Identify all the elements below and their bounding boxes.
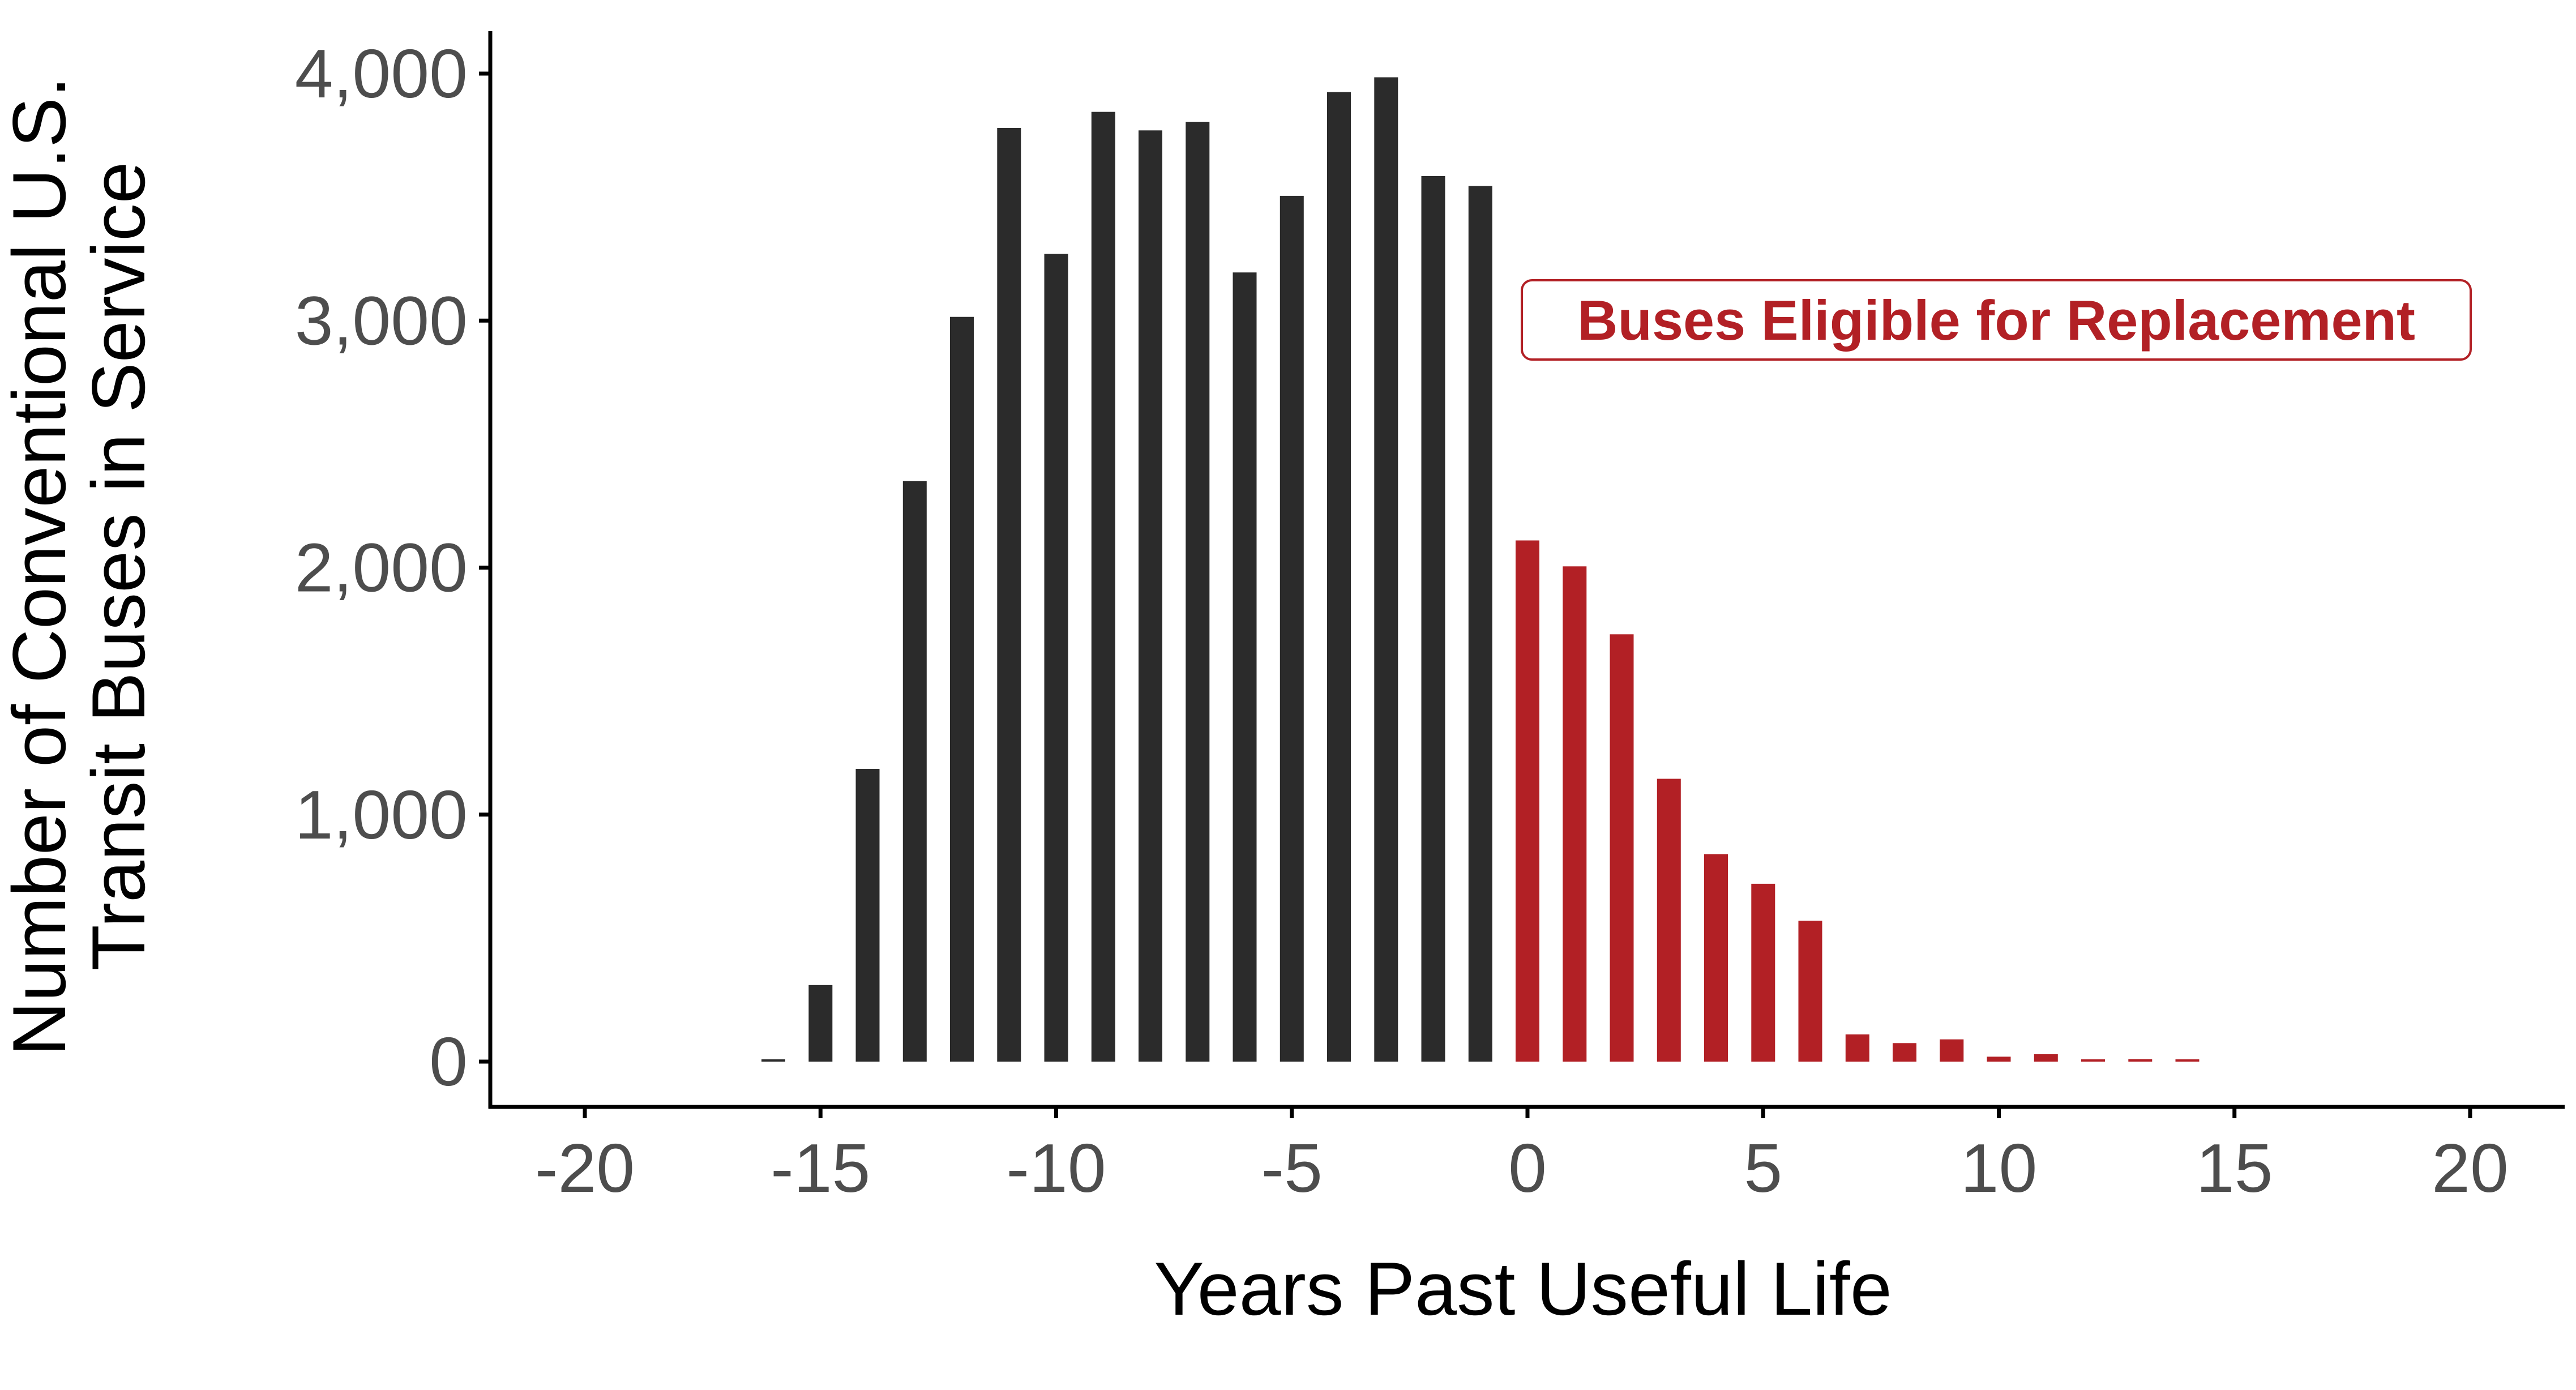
bar-eligible-12 [2081,1059,2105,1062]
bar-eligible-6 [1798,921,1822,1062]
bar-in-life--16 [761,1059,785,1062]
annotation: Buses Eligible for Replacement [1521,279,2472,361]
bar-in-life--9 [1091,112,1115,1062]
annotation-label: Buses Eligible for Replacement [1577,289,2415,352]
x-axis: -20 -15 -10 -5 0 5 10 15 20 [489,1105,2565,1207]
annotation-box [1521,279,2472,361]
x-tick-label: 0 [1508,1130,1547,1207]
bar-in-life--2 [1421,176,1445,1062]
bar-eligible-2 [1610,634,1634,1062]
x-tick-label: -15 [771,1130,870,1207]
y-axis-title-line-1: Number of Conventional U.S. [0,76,82,1056]
bar-in-life--3 [1374,77,1398,1062]
bar-in-life--14 [855,769,880,1062]
bar-in-life--12 [950,317,974,1062]
y-axis-title-line-2: Transit Buses in Service [77,161,161,970]
x-tick-label: -10 [1006,1130,1106,1207]
x-tick-label: 15 [2196,1130,2273,1207]
y-axis-title: Number of Conventional U.S. Transit Buse… [0,76,161,1056]
bar-in-life--4 [1327,92,1351,1062]
y-tick-label: 0 [429,1023,468,1100]
bar-in-life--11 [997,128,1021,1062]
x-ticks: -20 -15 -10 -5 0 5 10 15 20 [535,1107,2509,1207]
bar-in-life--10 [1044,254,1068,1062]
bar-eligible-3 [1657,779,1681,1062]
y-tick-label: 2,000 [295,529,468,606]
bar-eligible-0 [1516,540,1539,1062]
x-axis-title: Years Past Useful Life [1154,1247,1892,1331]
x-tick-label: 20 [2432,1130,2509,1207]
bar-eligible-10 [1987,1057,2011,1062]
x-tick-label: -20 [535,1130,635,1207]
y-axis: 0 1,000 2,000 3,000 4,000 [295,31,493,1109]
bar-in-life--13 [902,481,927,1062]
bar-eligible-8 [1893,1043,1916,1062]
bar-eligible-7 [1845,1034,1869,1062]
bar-in-life--8 [1139,130,1162,1062]
bar-eligible-11 [2034,1054,2058,1062]
bar-eligible-13 [2128,1059,2153,1062]
bar-eligible-5 [1751,883,1775,1062]
x-tick-label: -5 [1261,1130,1323,1207]
bars-group [761,77,2200,1062]
bar-in-life--5 [1280,195,1304,1062]
bar-in-life--7 [1186,122,1210,1062]
y-tick-label: 3,000 [295,282,468,359]
x-tick-label: 5 [1744,1130,1782,1207]
bar-eligible-9 [1940,1039,1964,1062]
y-tick-label: 1,000 [295,776,468,853]
bar-in-life--1 [1468,186,1492,1062]
bar-in-life--15 [808,985,833,1062]
bar-eligible-1 [1563,566,1587,1062]
bar-eligible-4 [1704,854,1728,1062]
y-tick-label: 4,000 [295,35,468,112]
y-ticks: 0 1,000 2,000 3,000 4,000 [295,35,490,1100]
bar-eligible-14 [2175,1059,2200,1062]
bar-in-life--6 [1233,272,1257,1062]
x-tick-label: 10 [1961,1130,2038,1207]
